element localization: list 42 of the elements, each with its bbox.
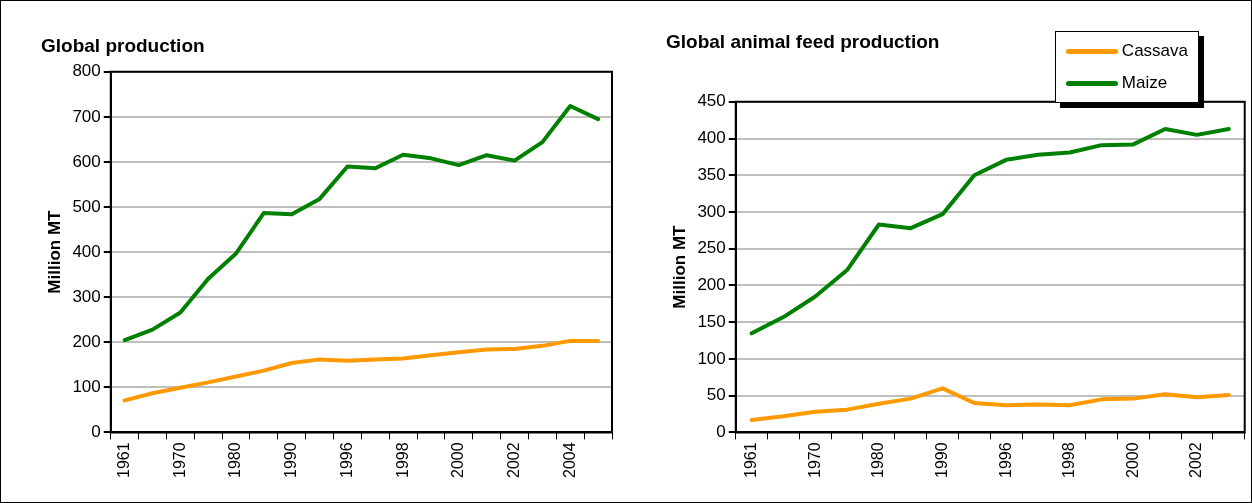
y-tick-label: 300 bbox=[72, 286, 101, 306]
y-tick-label: 350 bbox=[697, 164, 726, 184]
x-tick-label: 2002 bbox=[504, 442, 522, 478]
x-tick-label: 1998 bbox=[1060, 442, 1078, 478]
x-tick-label: 2000 bbox=[1123, 442, 1141, 478]
x-tick-label: 1961 bbox=[742, 442, 760, 478]
y-tick-label: 700 bbox=[72, 106, 101, 126]
y-tick-label: 0 bbox=[91, 422, 101, 442]
x-tick-label: 1990 bbox=[932, 442, 950, 478]
x-tick-label: 1996 bbox=[337, 442, 355, 478]
x-tick-label: 1980 bbox=[226, 442, 244, 478]
chart-title: Global animal feed production bbox=[666, 30, 940, 52]
y-axis-title: Million MT bbox=[44, 209, 64, 294]
y-tick-label: 400 bbox=[72, 241, 101, 261]
x-tick-label: 1996 bbox=[996, 442, 1014, 478]
y-tick-label: 450 bbox=[697, 91, 726, 111]
y-tick-label: 100 bbox=[697, 348, 726, 368]
x-tick-label: 2004 bbox=[560, 442, 578, 478]
x-tick-label: 1970 bbox=[805, 442, 823, 478]
x-tick-label: 2000 bbox=[449, 442, 467, 478]
y-tick-label: 300 bbox=[697, 201, 726, 221]
y-tick-label: 150 bbox=[697, 311, 726, 331]
y-tick-label: 100 bbox=[72, 377, 101, 397]
y-tick-label: 500 bbox=[72, 196, 101, 216]
chart-title: Global production bbox=[41, 34, 205, 56]
legend-label: Cassava bbox=[1121, 41, 1188, 61]
y-tick-label: 50 bbox=[706, 385, 726, 405]
y-tick-label: 400 bbox=[697, 128, 726, 148]
y-tick-label: 0 bbox=[716, 422, 726, 442]
y-axis-title: Million MT bbox=[669, 224, 689, 309]
x-tick-label: 1970 bbox=[170, 442, 188, 478]
legend-label: Maize bbox=[1121, 73, 1168, 93]
y-tick-label: 200 bbox=[697, 275, 726, 295]
y-tick-label: 200 bbox=[72, 331, 101, 351]
x-tick-label: 1998 bbox=[393, 442, 411, 478]
x-tick-label: 1990 bbox=[282, 442, 300, 478]
x-tick-label: 2002 bbox=[1187, 442, 1205, 478]
y-tick-label: 800 bbox=[72, 61, 101, 81]
x-tick-label: 1961 bbox=[115, 442, 133, 478]
y-tick-label: 250 bbox=[697, 238, 726, 258]
y-tick-label: 600 bbox=[72, 151, 101, 171]
x-tick-label: 1980 bbox=[869, 442, 887, 478]
